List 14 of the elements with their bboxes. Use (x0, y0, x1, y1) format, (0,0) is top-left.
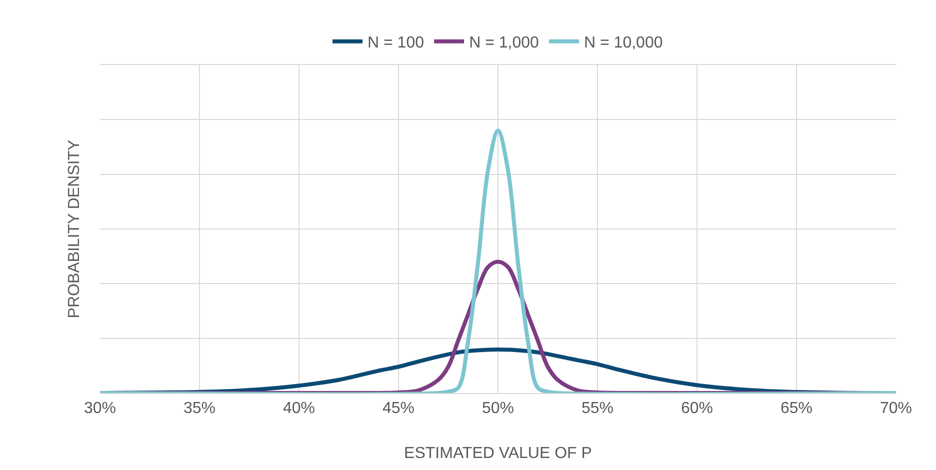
x-tick-label: 70% (880, 400, 912, 418)
x-tick-label: 45% (382, 400, 415, 418)
x-tick-label: 30% (84, 400, 116, 418)
x-tick-label: 65% (780, 400, 813, 418)
legend-label: N = 100 (368, 34, 424, 52)
x-axis-title: ESTIMATED VALUE OF P (404, 444, 592, 462)
legend-label: N = 10,000 (584, 34, 663, 52)
y-axis-title: PROBABILITY DENSITY (66, 139, 83, 318)
x-tick-label: 35% (183, 400, 216, 418)
x-tick-label: 60% (680, 400, 714, 418)
x-tick-label: 50% (482, 400, 514, 418)
x-tick-label: 55% (581, 400, 614, 418)
x-tick-label: 40% (282, 400, 316, 418)
legend-label: N = 1,000 (469, 34, 540, 52)
